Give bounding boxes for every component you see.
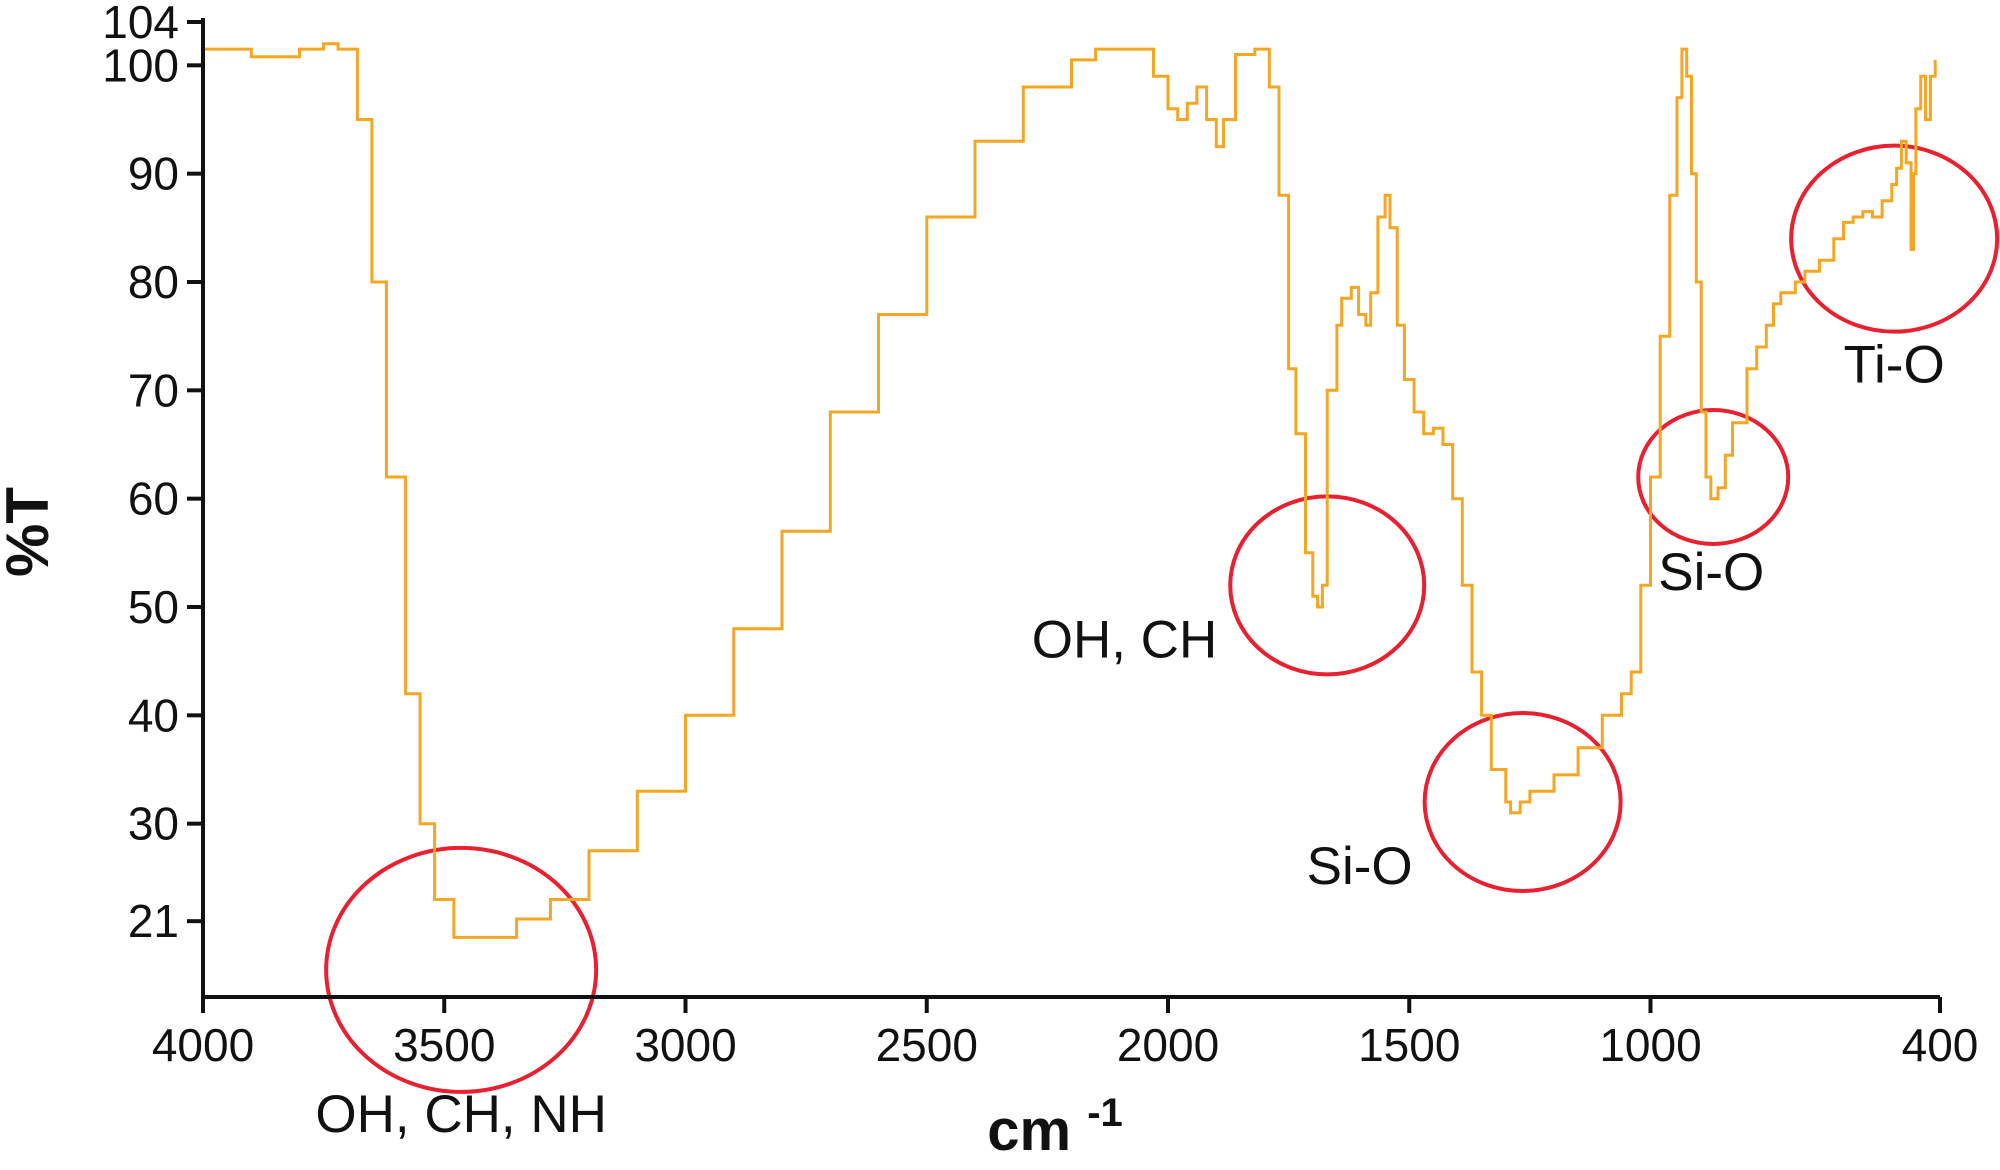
annotation-label: Si-O bbox=[1658, 543, 1764, 602]
series-line-transmittance bbox=[203, 42, 1937, 939]
y-tick-label: 80 bbox=[128, 256, 179, 308]
y-tick-label: 90 bbox=[128, 148, 179, 200]
x-tick-label: 3000 bbox=[634, 1019, 736, 1071]
y-tick-label: 100 bbox=[102, 39, 179, 91]
y-tick-label: 60 bbox=[128, 473, 179, 525]
x-axis-title: cm -1 bbox=[987, 1091, 1123, 1163]
x-axis-ticks: 4000 3500 3000 2500 2000 1500 1000 400 bbox=[152, 997, 1979, 1071]
y-tick-label: 50 bbox=[128, 581, 179, 633]
x-tick-label: 400 bbox=[1902, 1019, 1979, 1071]
y-tick-label: 30 bbox=[128, 798, 179, 850]
annotation-circle bbox=[324, 845, 599, 1094]
annotation-circle bbox=[1636, 408, 1791, 546]
y-axis-title: %T bbox=[0, 487, 61, 577]
x-tick-label: 3500 bbox=[393, 1019, 495, 1071]
x-tick-label: 2000 bbox=[1117, 1019, 1219, 1071]
annotation-label: OH, CH bbox=[1032, 610, 1218, 669]
x-tick-label: 1000 bbox=[1599, 1019, 1701, 1071]
annotation-circle bbox=[1789, 143, 2000, 334]
annotation-labels: OH, CH, NH OH, CH Si-O Si-O Ti-O bbox=[315, 336, 1944, 1144]
x-axis-title-unit: cm bbox=[987, 1098, 1071, 1163]
x-tick-label: 4000 bbox=[152, 1019, 254, 1071]
y-tick-label: 40 bbox=[128, 689, 179, 741]
x-axis-title-superscript: -1 bbox=[1087, 1091, 1123, 1135]
annotation-label: OH, CH, NH bbox=[315, 1085, 607, 1144]
annotation-label: Si-O bbox=[1307, 837, 1413, 896]
annotation-label: Ti-O bbox=[1844, 336, 1945, 395]
x-tick-label: 2500 bbox=[876, 1019, 978, 1071]
y-tick-label: 70 bbox=[128, 364, 179, 416]
y-tick-label: 104 bbox=[102, 0, 179, 48]
y-tick-label: 21 bbox=[128, 895, 179, 947]
annotation-circle bbox=[1422, 711, 1623, 893]
x-tick-label: 1500 bbox=[1358, 1019, 1460, 1071]
